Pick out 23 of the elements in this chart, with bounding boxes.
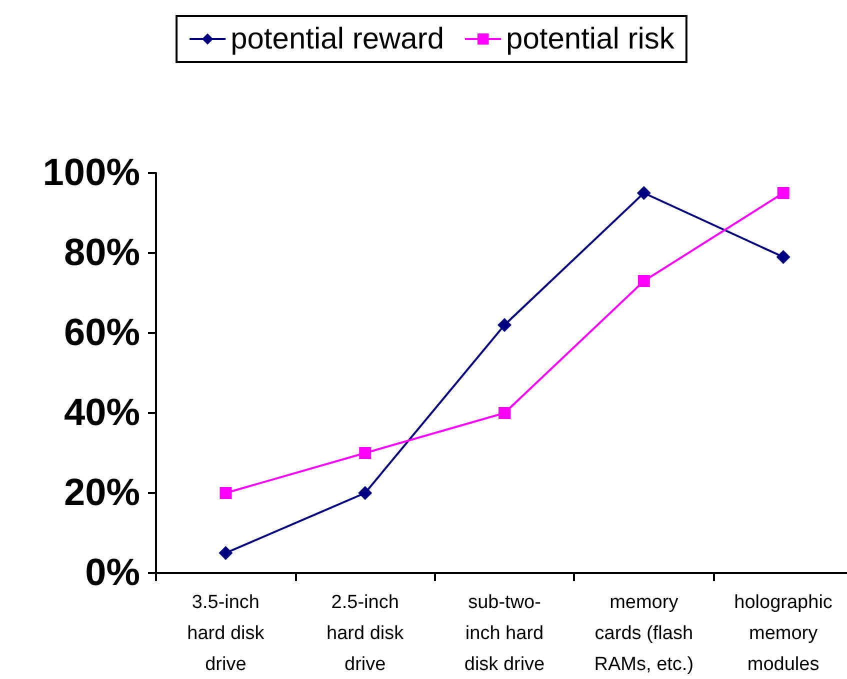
x-tick-label: 2.5-inch hard disk drive xyxy=(326,592,404,675)
y-tick-label: 0% xyxy=(85,552,140,594)
y-tick-label: 100% xyxy=(42,152,140,194)
y-tick-label: 40% xyxy=(64,392,140,434)
legend-label: potential risk xyxy=(506,22,676,56)
y-tick-label: 80% xyxy=(64,232,140,274)
point xyxy=(636,186,651,200)
x-tick-label: holographic memory modules xyxy=(734,592,832,675)
point xyxy=(218,546,233,560)
point xyxy=(638,275,650,287)
point xyxy=(498,318,512,332)
x-tick-label: 3.5-inch hard disk drive xyxy=(187,592,265,675)
x-tick-label: sub-two- inch hard disk drive xyxy=(464,592,545,675)
point xyxy=(498,407,510,419)
x-tick-label: memory cards (flash RAMs, etc.) xyxy=(594,592,694,675)
y-tick-label: 60% xyxy=(64,312,140,354)
y-tick-label: 20% xyxy=(64,472,140,514)
legend-label: potential reward xyxy=(230,22,444,56)
point xyxy=(220,487,232,499)
point xyxy=(776,250,790,264)
point xyxy=(359,447,372,459)
point xyxy=(358,486,372,500)
point xyxy=(777,187,790,199)
